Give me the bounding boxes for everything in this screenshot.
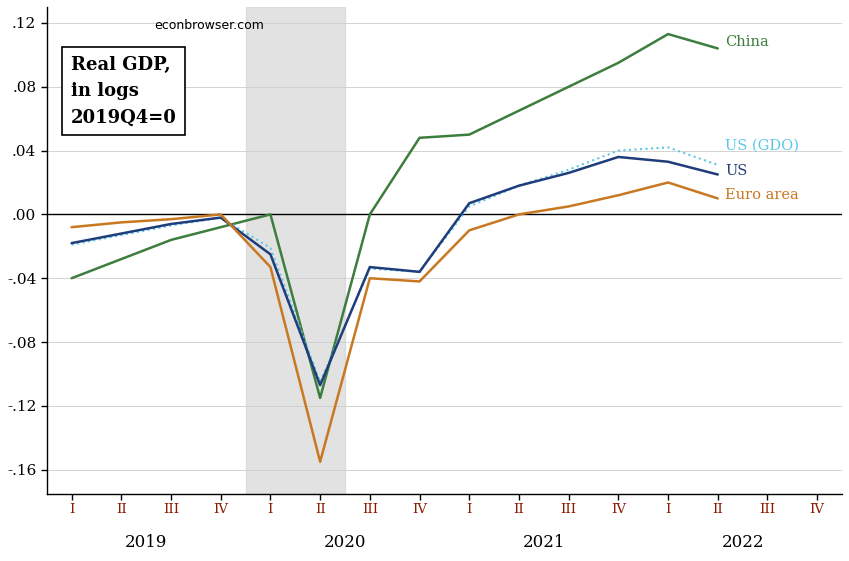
Text: 2022: 2022	[722, 534, 764, 550]
Text: Euro area: Euro area	[725, 188, 799, 203]
Text: econbrowser.com: econbrowser.com	[155, 19, 264, 32]
Text: 2019: 2019	[125, 534, 167, 550]
Bar	[245, 7, 345, 494]
Text: Real GDP,
in logs
2019Q4=0: Real GDP, in logs 2019Q4=0	[70, 56, 177, 126]
Text: 2021: 2021	[523, 534, 565, 550]
Text: China: China	[725, 35, 769, 49]
Text: 2020: 2020	[323, 534, 366, 550]
Text: US: US	[725, 164, 748, 178]
Text: US (GDO): US (GDO)	[725, 139, 799, 153]
